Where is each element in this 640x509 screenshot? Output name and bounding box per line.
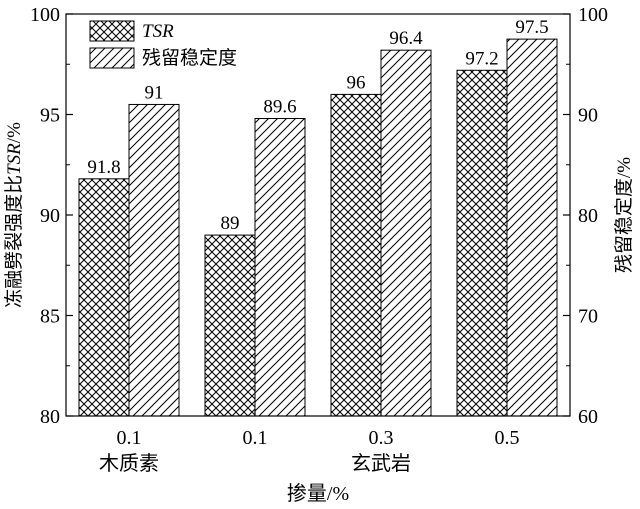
bar-value-label-residual-1: 89.6	[263, 97, 296, 118]
legend: TSR 残留稳定度	[89, 20, 237, 69]
bar-residual-0	[128, 103, 180, 417]
left-tick-label: 100	[30, 4, 60, 26]
x-group-label: 木质素	[99, 452, 159, 475]
bar-tsr-3	[456, 69, 508, 417]
left-tick-label: 95	[40, 105, 60, 127]
bar-tsr-1	[204, 234, 256, 417]
bar-tsr-2	[330, 93, 382, 417]
left-axis: 80 85 90 95 100	[30, 4, 73, 428]
right-tick-label: 100	[578, 4, 608, 26]
bar-value-label-tsr-3: 97.2	[465, 48, 498, 69]
bar-residual-1	[254, 118, 306, 417]
right-tick-label: 90	[578, 105, 598, 127]
bar-value-label-residual-3: 97.5	[515, 17, 548, 38]
legend-swatch-residual	[89, 47, 135, 69]
legend-swatch-tsr	[89, 20, 135, 42]
left-tick-label: 85	[40, 306, 60, 328]
left-axis-title-prefix: 冻融劈裂强度比	[3, 175, 25, 308]
right-axis-title: 残留稳定度/%	[613, 157, 635, 273]
x-axis-title: 掺量/%	[287, 482, 349, 505]
x-tick-label: 0.1	[243, 427, 268, 449]
bar-value-label-tsr-0: 91.8	[87, 157, 120, 178]
x-tick-label: 0.3	[369, 427, 394, 449]
bar-value-label-tsr-1: 89	[221, 213, 240, 234]
bar-residual-3	[506, 38, 558, 417]
bars-layer	[78, 38, 558, 417]
right-axis: 60 70 80 90 100	[563, 4, 608, 428]
legend-label-residual: 残留稳定度	[142, 47, 237, 69]
x-tick-label: 0.5	[495, 427, 520, 449]
right-tick-label: 60	[578, 406, 598, 428]
left-tick-label: 80	[40, 406, 60, 428]
right-tick-label: 80	[578, 205, 598, 227]
x-group-label: 玄武岩	[351, 452, 411, 475]
right-tick-label: 70	[578, 306, 598, 328]
left-axis-title-suffix: /%	[4, 122, 25, 143]
x-axis: 0.1 木质素 0.1 0.3 玄武岩 0.5	[99, 410, 520, 475]
bar-value-label-residual-0: 91	[145, 82, 164, 103]
legend-label-tsr: TSR	[142, 21, 174, 42]
bar-value-label-tsr-2: 96	[347, 72, 366, 93]
left-axis-title: 冻融劈裂强度比TSR/%	[3, 122, 25, 308]
bar-residual-2	[380, 49, 432, 417]
left-axis-title-italic: TSR	[4, 143, 25, 175]
bar-value-label-residual-2: 96.4	[389, 28, 423, 49]
bar-tsr-0	[78, 178, 130, 417]
left-tick-label: 90	[40, 205, 60, 227]
x-tick-label: 0.1	[117, 427, 142, 449]
bar-labels-layer: 91.8 91 89 89.6 96 96.4 97.2 97.5	[87, 17, 548, 234]
